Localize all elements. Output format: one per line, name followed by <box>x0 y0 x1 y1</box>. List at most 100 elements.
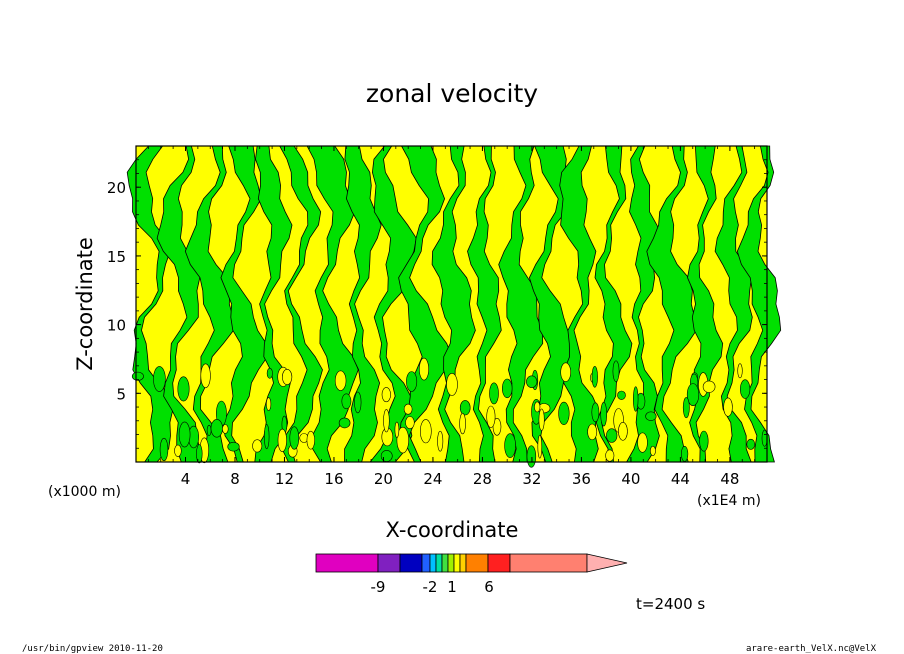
colorbar <box>315 553 628 573</box>
velocity-blob <box>682 397 690 419</box>
x-axis: 4 8 12 16 20 24 28 32 36 40 44 48 <box>147 146 756 488</box>
x-tick-label: 40 <box>621 470 640 488</box>
velocity-blob <box>560 362 572 382</box>
y-tick-label: 20 <box>107 179 126 197</box>
x-axis-label: X-coordinate <box>386 518 519 542</box>
footer-left: /usr/bin/gpview 2010-11-20 <box>22 644 163 654</box>
velocity-bands <box>126 145 782 463</box>
velocity-blob <box>159 437 169 462</box>
x-tick-label: 20 <box>374 470 393 488</box>
colorbar-segment <box>377 553 401 573</box>
velocity-blob <box>277 428 287 453</box>
x-unit-label: (x1000 m) <box>48 484 121 500</box>
time-annotation: t=2400 s <box>636 595 705 613</box>
velocity-blob <box>178 421 191 448</box>
velocity-blob <box>266 397 272 411</box>
velocity-blob <box>396 426 409 454</box>
velocity-blob <box>264 424 270 450</box>
velocity-blob <box>612 360 620 382</box>
x-tick-label: 24 <box>423 470 442 488</box>
velocity-blob <box>131 371 144 381</box>
velocity-blob <box>739 379 751 399</box>
colorbar-segment <box>399 553 423 573</box>
velocity-blob <box>306 430 315 450</box>
colorbar-label: -2 <box>423 578 438 596</box>
velocity-blob <box>381 387 391 403</box>
velocity-blob <box>394 421 400 438</box>
velocity-blob <box>252 439 263 453</box>
velocity-blob <box>177 376 190 402</box>
colorbar-segment <box>447 553 455 573</box>
velocity-blob <box>266 367 273 379</box>
velocity-blob <box>174 444 182 457</box>
velocity-blob <box>632 386 639 412</box>
footer-right: arare-earth_VelX.nc@VelX <box>746 644 877 654</box>
colorbar-segment <box>441 553 449 573</box>
velocity-blob <box>418 357 429 381</box>
x-tick-label: 44 <box>671 470 690 488</box>
velocity-blob <box>680 445 689 462</box>
colorbar-segment <box>421 553 431 573</box>
velocity-blob <box>486 405 496 428</box>
y-tick-label: 5 <box>116 385 126 403</box>
velocity-blob <box>737 363 743 379</box>
velocity-blob <box>354 391 362 414</box>
velocity-blob <box>637 432 648 453</box>
velocity-band <box>736 145 782 463</box>
velocity-blob <box>526 375 538 388</box>
velocity-blob <box>383 409 390 433</box>
chart-title: zonal velocity <box>366 79 538 108</box>
x-scale-label: (x1E4 m) <box>697 493 761 509</box>
x-tick-label: 36 <box>572 470 591 488</box>
velocity-blob <box>537 434 543 459</box>
velocity-blob <box>489 382 499 405</box>
velocity-blob <box>227 441 240 452</box>
y-tick-label: 10 <box>107 317 126 335</box>
y-axis: 5 10 15 20 <box>107 159 767 449</box>
velocity-blob <box>282 368 293 385</box>
colorbar-label: -9 <box>371 578 386 596</box>
velocity-blob <box>699 430 709 452</box>
colorbar-labels: -9 -2 1 6 <box>371 578 494 596</box>
x-tick-label: 16 <box>324 470 343 488</box>
colorbar-segment <box>459 553 467 573</box>
velocity-blob <box>338 417 351 429</box>
colorbar-segment <box>435 553 443 573</box>
velocity-blob <box>702 380 716 393</box>
velocity-blob <box>289 426 300 450</box>
velocity-blob <box>650 445 656 456</box>
velocity-blob <box>606 428 618 443</box>
velocity-blob <box>206 424 212 436</box>
velocity-blob <box>538 408 545 431</box>
velocity-blob <box>746 438 756 450</box>
velocity-blob <box>222 424 229 434</box>
velocity-blob <box>605 449 615 462</box>
velocity-blob <box>210 419 223 438</box>
velocity-blob <box>587 423 598 441</box>
y-tick-label: 15 <box>107 248 126 266</box>
velocity-blob <box>645 411 657 421</box>
velocity-blob <box>153 366 166 392</box>
velocity-blob <box>341 393 352 410</box>
velocity-blob <box>196 444 203 464</box>
colorbar-label: 6 <box>484 578 494 596</box>
velocity-blob <box>200 363 211 389</box>
x-tick-label: 48 <box>720 470 739 488</box>
velocity-blob <box>334 370 347 391</box>
velocity-blob <box>558 401 570 426</box>
velocity-blob <box>534 401 541 413</box>
velocity-blob <box>459 413 466 435</box>
plot-frame <box>135 145 768 463</box>
velocity-blob <box>591 365 598 388</box>
velocity-blob <box>591 402 600 423</box>
colorbar-segment <box>465 553 489 573</box>
colorbar-label: 1 <box>447 578 457 596</box>
velocity-blobs <box>131 357 768 468</box>
colorbar-segment <box>429 553 437 573</box>
colorbar-segment <box>315 553 379 573</box>
y-axis-label: Z-coordinate <box>73 237 97 371</box>
velocity-blob <box>686 383 700 407</box>
colorbar-segment <box>487 553 511 573</box>
velocity-blob <box>600 402 608 427</box>
